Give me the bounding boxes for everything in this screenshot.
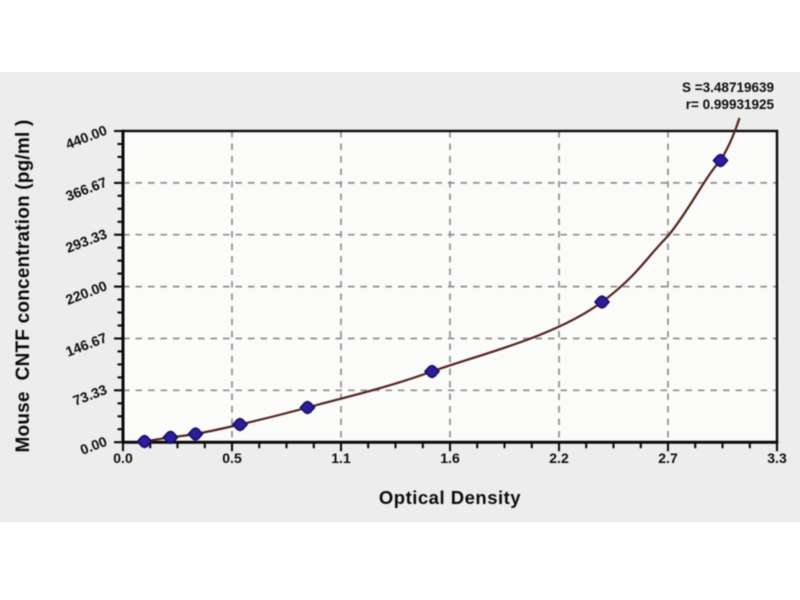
- svg-text:1.6: 1.6: [440, 450, 460, 466]
- svg-text:2.7: 2.7: [658, 450, 678, 466]
- svg-text:Mouse CNTF concentration (pg/: Mouse CNTF concentration (pg/ml ): [13, 120, 34, 453]
- svg-text:440.00: 440.00: [63, 122, 109, 152]
- svg-text:293.33: 293.33: [63, 225, 109, 255]
- svg-text:73.33: 73.33: [71, 381, 110, 409]
- svg-text:2.2: 2.2: [549, 450, 569, 466]
- svg-text:220.00: 220.00: [63, 277, 109, 307]
- svg-text:Optical Density: Optical Density: [379, 487, 521, 508]
- svg-text:0.00: 0.00: [78, 433, 109, 458]
- svg-text:S =3.48719639: S =3.48719639: [682, 80, 774, 95]
- svg-text:0.0: 0.0: [113, 450, 133, 466]
- svg-text:1.1: 1.1: [331, 450, 351, 466]
- svg-text:366.67: 366.67: [63, 174, 109, 204]
- svg-text:146.67: 146.67: [63, 329, 109, 359]
- svg-text:0.5: 0.5: [222, 450, 242, 466]
- svg-text:3.3: 3.3: [767, 450, 787, 466]
- svg-text:r= 0.99931925: r= 0.99931925: [686, 97, 775, 112]
